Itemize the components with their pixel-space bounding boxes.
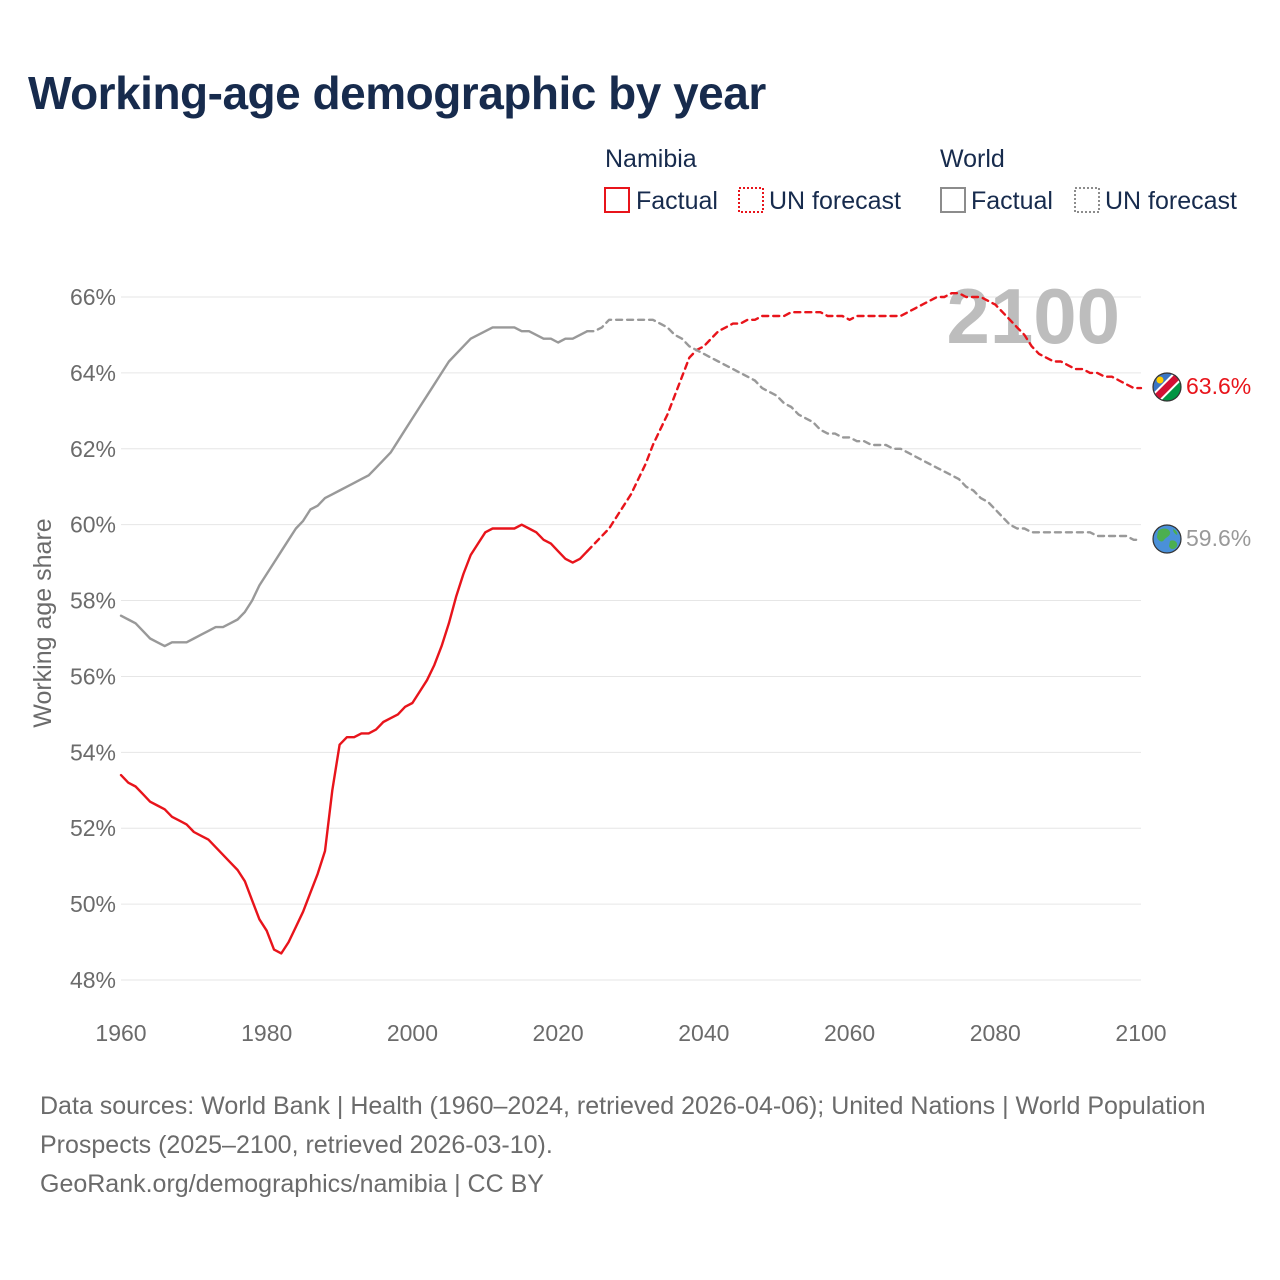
y-tick-label: 48% bbox=[70, 967, 116, 993]
x-tick-label: 1980 bbox=[241, 1020, 292, 1046]
y-tick-label: 62% bbox=[70, 436, 116, 462]
y-tick-label: 50% bbox=[70, 891, 116, 917]
legend-swatch-world-forecast bbox=[1074, 187, 1100, 213]
chart-title: Working-age demographic by year bbox=[28, 67, 766, 119]
legend-swatch-namibia-factual bbox=[604, 187, 630, 213]
y-tick-label: 58% bbox=[70, 588, 116, 614]
credit: GeoRank.org/demographics/namibia | CC BY bbox=[40, 1170, 544, 1198]
legend: Namibia Factual UN forecast World Factua… bbox=[604, 145, 1237, 215]
legend-label-world-forecast: UN forecast bbox=[1105, 187, 1237, 215]
series-line-world-factual bbox=[119, 326, 589, 648]
y-axis-label: Working age share bbox=[29, 518, 57, 727]
end-label-namibia: 63.6% bbox=[1186, 373, 1251, 399]
legend-label-namibia-factual: Factual bbox=[636, 187, 718, 215]
x-tick-label: 1960 bbox=[95, 1020, 146, 1046]
x-tick-label: 2040 bbox=[678, 1020, 729, 1046]
series-line-world-forecast bbox=[586, 318, 1143, 541]
y-tick-label: 60% bbox=[70, 512, 116, 538]
x-tick-label: 2100 bbox=[1115, 1020, 1166, 1046]
y-tick-label: 54% bbox=[70, 739, 116, 765]
globe-icon bbox=[1152, 524, 1182, 554]
y-tick-label: 64% bbox=[70, 360, 116, 386]
y-tick-label: 52% bbox=[70, 815, 116, 841]
data-sources: Data sources: World Bank | Health (1960–… bbox=[40, 1092, 1206, 1159]
legend-label-world-factual: Factual bbox=[971, 187, 1053, 215]
end-label-world: 59.6% bbox=[1186, 525, 1251, 551]
legend-swatch-namibia-forecast bbox=[738, 187, 764, 213]
footer: Data sources: World Bank | Health (1960–… bbox=[40, 1087, 1220, 1204]
series-line-namibia-factual bbox=[119, 523, 589, 955]
x-tick-label: 2060 bbox=[824, 1020, 875, 1046]
legend-group-namibia: Namibia bbox=[605, 145, 697, 173]
y-tick-label: 56% bbox=[70, 663, 116, 689]
legend-group-world: World bbox=[940, 145, 1005, 173]
legend-swatch-world-factual bbox=[940, 187, 966, 213]
legend-label-namibia-forecast: UN forecast bbox=[769, 187, 901, 215]
year-watermark: 2100 bbox=[946, 272, 1120, 360]
series-line-namibia-forecast bbox=[586, 292, 1143, 553]
x-tick-label: 2020 bbox=[533, 1020, 584, 1046]
x-tick-label: 2000 bbox=[387, 1020, 438, 1046]
line-chart: Namibia Factual UN forecast World Factua… bbox=[29, 145, 1251, 1046]
y-tick-label: 66% bbox=[70, 284, 116, 310]
namibia-flag-icon bbox=[1152, 372, 1182, 402]
x-tick-label: 2080 bbox=[970, 1020, 1021, 1046]
